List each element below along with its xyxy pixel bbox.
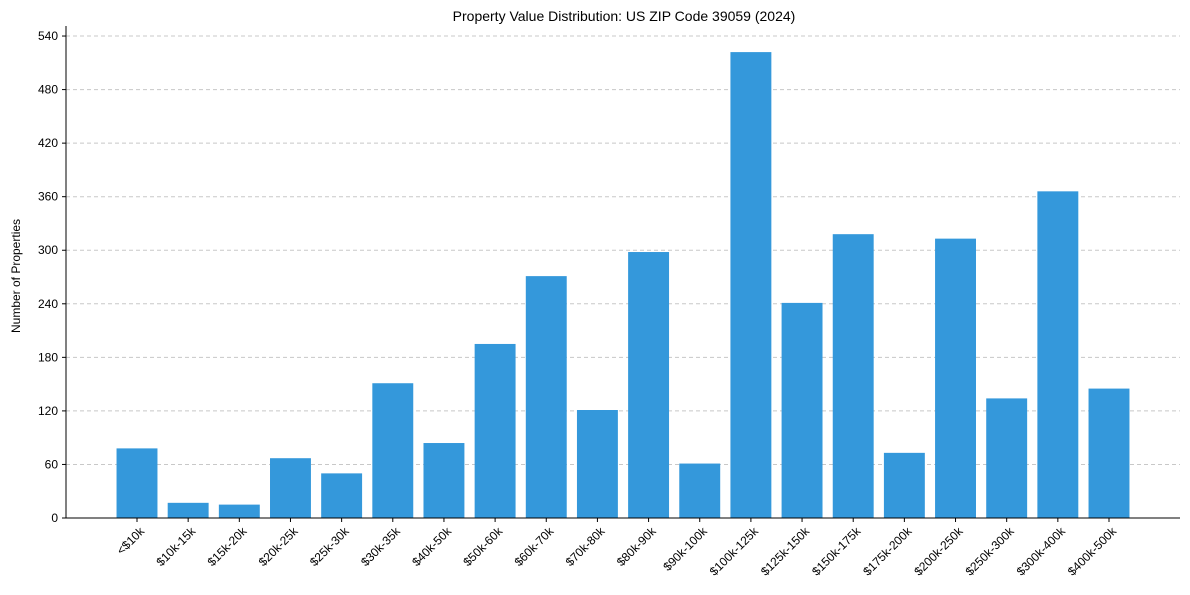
chart-title: Property Value Distribution: US ZIP Code… bbox=[453, 8, 796, 24]
x-tick-label: $175k-200k bbox=[860, 524, 915, 579]
bar bbox=[628, 252, 670, 518]
bar bbox=[832, 234, 874, 518]
bar bbox=[423, 443, 465, 518]
y-tick-label: 240 bbox=[38, 297, 58, 311]
bar bbox=[116, 448, 158, 518]
x-tick-label: $40k-50k bbox=[409, 524, 455, 570]
y-tick-label: 360 bbox=[38, 190, 58, 204]
bar bbox=[883, 452, 925, 518]
bar bbox=[321, 473, 363, 518]
y-tick-label: 480 bbox=[38, 83, 58, 97]
bar bbox=[1037, 191, 1079, 519]
y-tick-label: 540 bbox=[38, 29, 58, 43]
bar bbox=[576, 410, 618, 518]
bar bbox=[730, 52, 772, 519]
x-ticks: <$10k $10k-15k $15k-20k $20k-25k $25k-30k $30… bbox=[114, 518, 1120, 578]
x-tick-label: $15k-20k bbox=[205, 524, 251, 570]
x-tick-label: $20k-25k bbox=[256, 524, 302, 570]
x-tick-label: $70k-80k bbox=[563, 524, 609, 570]
y-tick-label: 120 bbox=[38, 404, 58, 418]
x-tick-label: $80k-90k bbox=[614, 524, 660, 570]
y-axis-label: Number of Properties bbox=[9, 219, 23, 333]
x-tick-label: $400k-500k bbox=[1065, 524, 1120, 579]
bar bbox=[270, 458, 311, 518]
gridlines bbox=[66, 35, 1180, 465]
bars bbox=[116, 52, 1130, 519]
bar bbox=[372, 383, 414, 518]
x-tick-label: $250k-300k bbox=[963, 524, 1018, 579]
bar bbox=[1088, 388, 1130, 518]
x-tick-label: $125k-150k bbox=[758, 524, 813, 579]
bar bbox=[218, 504, 260, 518]
y-tick-label: 300 bbox=[38, 243, 58, 257]
bar bbox=[781, 302, 823, 518]
x-tick-label: $300k-400k bbox=[1014, 524, 1069, 579]
bar bbox=[679, 463, 721, 518]
axes bbox=[65, 26, 1180, 519]
x-tick-label: $60k-70k bbox=[512, 524, 558, 570]
y-tick-label: 180 bbox=[38, 350, 58, 364]
x-tick-label: $200k-250k bbox=[911, 524, 966, 579]
bar bbox=[525, 276, 567, 518]
bar bbox=[986, 398, 1028, 518]
x-tick-label: $10k-15k bbox=[153, 524, 199, 570]
x-tick-label: $150k-175k bbox=[809, 524, 864, 579]
y-tick-label: 420 bbox=[38, 136, 58, 150]
bar bbox=[167, 502, 209, 518]
bar bbox=[935, 238, 976, 519]
x-tick-label: $50k-60k bbox=[460, 524, 506, 570]
x-tick-label: $25k-30k bbox=[307, 524, 353, 570]
x-tick-label: $90k-100k bbox=[660, 524, 710, 574]
x-tick-label: <$10k bbox=[114, 524, 148, 558]
y-tick-label: 60 bbox=[45, 457, 59, 471]
y-ticks: 0 60 120 180 240 300 360 420 480 540 bbox=[38, 29, 66, 525]
x-tick-label: $30k-35k bbox=[358, 524, 404, 570]
bar bbox=[474, 343, 516, 518]
x-tick-label: $100k-125k bbox=[707, 524, 762, 579]
y-tick-label: 0 bbox=[51, 511, 58, 525]
